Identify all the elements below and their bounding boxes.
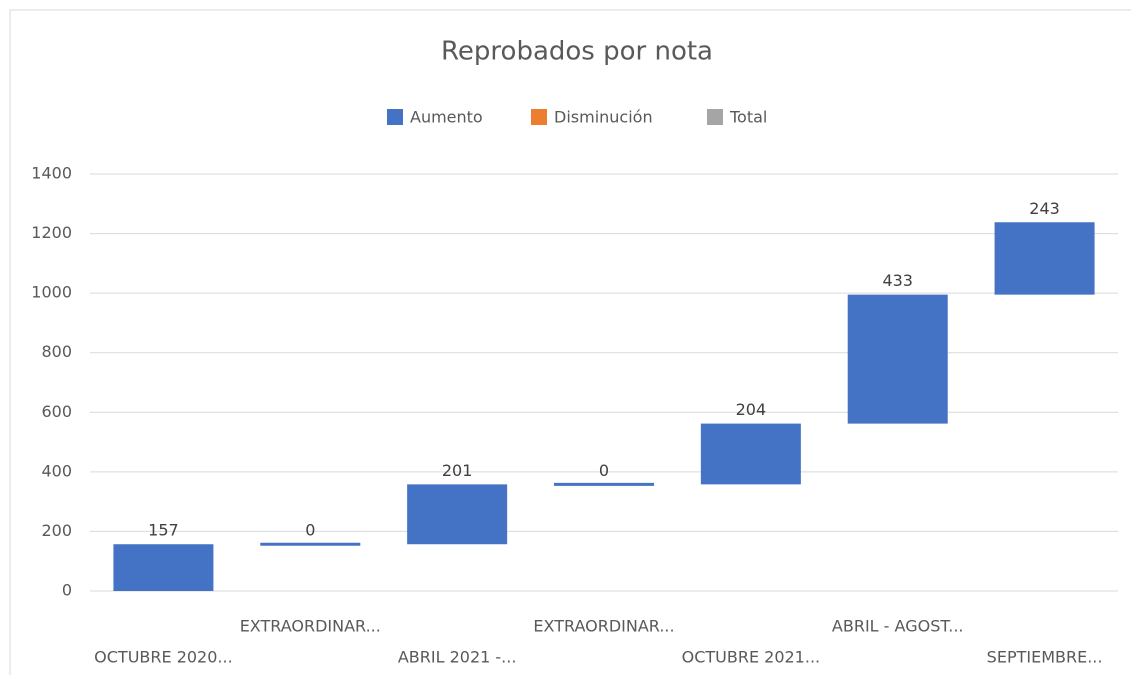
x-tick-label: EXTRAORDINAR...	[240, 617, 381, 636]
y-tick-label: 600	[41, 402, 72, 421]
y-tick-label: 200	[41, 521, 72, 540]
data-label: 433	[882, 271, 913, 290]
data-label: 204	[736, 400, 767, 419]
data-label: 0	[305, 521, 315, 540]
data-label: 157	[148, 521, 179, 540]
bar	[994, 222, 1095, 295]
y-tick-label: 800	[41, 342, 72, 361]
y-tick-label: 1000	[31, 283, 72, 302]
x-tick-label: ABRIL 2021 -...	[398, 648, 517, 667]
bar	[700, 423, 801, 485]
x-tick-label: OCTUBRE 2021...	[682, 648, 821, 667]
legend-label: Total	[729, 108, 767, 127]
bar	[407, 484, 508, 545]
data-label: 0	[599, 461, 609, 480]
chart-border	[9, 9, 1131, 675]
y-tick-label: 400	[41, 461, 72, 480]
x-tick-label: OCTUBRE 2020...	[94, 648, 233, 667]
bar	[554, 482, 654, 486]
legend-swatch	[387, 109, 403, 125]
bar	[113, 544, 214, 591]
chart-title: Reprobados por nota	[441, 37, 713, 67]
legend-swatch	[707, 109, 723, 125]
legend-swatch	[531, 109, 547, 125]
legend-label: Aumento	[410, 108, 483, 127]
bar	[260, 542, 361, 546]
data-label: 243	[1029, 199, 1060, 218]
data-label: 201	[442, 461, 473, 480]
x-tick-label: SEPTIEMBRE...	[987, 648, 1103, 667]
bar	[847, 294, 948, 424]
y-tick-label: 1200	[31, 223, 72, 242]
y-tick-label: 0	[62, 581, 72, 600]
y-tick-label: 1400	[31, 164, 72, 183]
legend-label: Disminución	[554, 108, 653, 127]
x-tick-label: ABRIL - AGOST...	[832, 617, 964, 636]
x-tick-label: EXTRAORDINAR...	[533, 617, 674, 636]
